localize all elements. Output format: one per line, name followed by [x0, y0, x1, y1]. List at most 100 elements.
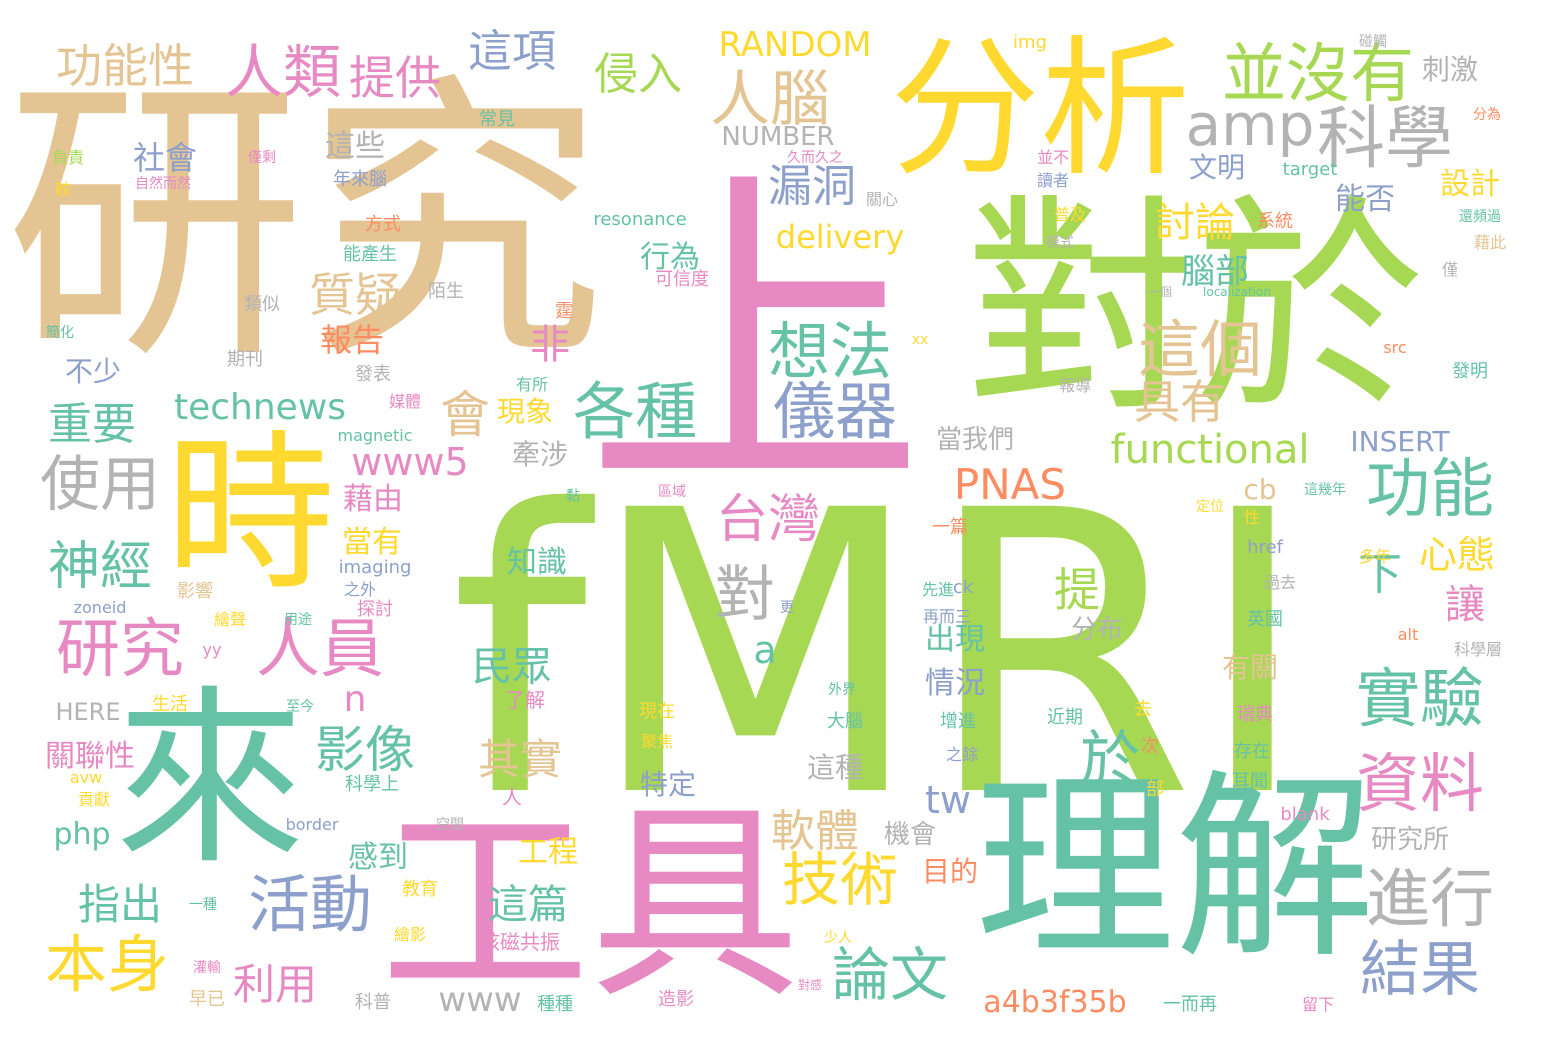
word-fabiao: 發表	[355, 364, 391, 385]
word-zaoyi: 早已	[189, 989, 225, 1010]
word-qingkuang: 情況	[925, 666, 985, 701]
word-shenjing: 神經	[47, 537, 153, 597]
word-yousuo: 有所	[515, 375, 549, 394]
word-kexueshang: 科學上	[345, 774, 399, 795]
word-zhijin: 至今	[286, 699, 314, 715]
word-fuze: 負責	[51, 148, 85, 167]
word-kexindu: 可信度	[655, 269, 709, 290]
word-xianzai: 現在	[639, 701, 675, 722]
word-cunzai: 存在	[1234, 741, 1270, 762]
word-blank: blank	[1280, 804, 1330, 825]
word-juyou: 具有	[1134, 375, 1226, 429]
word-fenbu: 分布	[1070, 615, 1124, 645]
word-mosheng: 陌生	[428, 281, 464, 302]
word-xingwei: 行為	[640, 240, 700, 275]
word-functional: functional	[1110, 427, 1310, 473]
word-duonian: 多年	[1358, 547, 1392, 566]
word-guanshu: 灌輸	[193, 960, 221, 976]
word-qu: 去	[1134, 699, 1152, 720]
word-xia: 下	[1358, 549, 1402, 600]
word-localization: localization	[1203, 285, 1271, 299]
word-changjian: 常見	[479, 109, 515, 130]
word-n: n	[343, 679, 367, 720]
word-zhiyi: 質疑	[309, 268, 401, 322]
word-baogao: 報告	[319, 321, 385, 359]
word-baodao: 報導	[1058, 376, 1092, 395]
word-ruidian: 瑞典	[1237, 704, 1273, 725]
word-nengchansheng: 能產生	[343, 244, 397, 265]
word-huisheng: 繪聲	[213, 610, 247, 629]
word-benshen: 本身	[44, 928, 170, 1001]
word-amp: amp	[1185, 91, 1315, 159]
word-kexue: 科學	[1316, 100, 1454, 179]
word-zhiwai: 之外	[343, 580, 377, 599]
word-geng: 更	[780, 600, 794, 616]
word-jujiao: 聚焦	[640, 732, 674, 751]
word-www: www	[438, 980, 522, 1020]
word-hecigongzhen: 核磁共振	[480, 930, 560, 954]
word-hui: 會	[440, 386, 490, 444]
word-yanjiu-pink: 研究	[56, 613, 184, 687]
word-zaiersan: 再而三	[922, 607, 972, 626]
word-zhejinian: 這幾年	[1304, 482, 1346, 498]
word-fenxi: 分析	[889, 23, 1191, 197]
word-gongcheng: 工程	[518, 835, 578, 870]
word-shang: 上	[585, 142, 925, 538]
word-zhege: 這個	[1137, 313, 1263, 386]
word-yingxiang2: 影響	[177, 581, 213, 602]
word-jieci: 藉此	[1473, 233, 1507, 252]
word-chuxian: 出現	[925, 622, 985, 657]
word-ci: 次	[1141, 736, 1159, 757]
word-dui: 對	[715, 560, 775, 630]
word-target: target	[1282, 159, 1338, 180]
word-fangshi: 方式	[365, 214, 401, 235]
word-ck: ck	[952, 577, 974, 598]
word-zhichu: 指出	[77, 880, 163, 929]
word-shenghuo: 生活	[152, 694, 188, 715]
word-nian: 黏	[564, 488, 580, 502]
word-ciji: 刺激	[1421, 53, 1479, 86]
word-yierzai: 一而再	[1163, 994, 1217, 1015]
word-yy: yy	[202, 640, 222, 659]
word-kongjian: 空間	[436, 817, 464, 833]
word-teding: 特定	[639, 768, 697, 801]
word-qishi: 其實	[477, 735, 563, 784]
word-shiyong: 使用	[40, 450, 160, 520]
word-liaojie: 了解	[505, 688, 545, 712]
word-minzhong: 民眾	[472, 644, 552, 690]
word-renyuan: 人員	[256, 613, 384, 687]
word-guanlianxing: 關聯性	[45, 739, 135, 774]
word-leisi: 類似	[244, 294, 280, 315]
word-yizhong: 一種	[189, 897, 217, 913]
word-zhongzhong: 種種	[537, 994, 573, 1015]
word-alt: alt	[1397, 625, 1419, 644]
word-jiao: 較	[54, 180, 72, 199]
word-moshi: 模式	[1046, 235, 1074, 251]
word-zhiyu: 之餘	[945, 745, 979, 764]
word-shehui: 社會	[132, 139, 198, 177]
word-bingbu: 並不	[1036, 148, 1070, 167]
word-yipian: 一篇	[932, 517, 968, 538]
word-xianxiang: 現象	[496, 395, 554, 428]
word-taolun: 討論	[1155, 200, 1235, 246]
word-jinxing: 進行	[1366, 863, 1494, 937]
word-random: RANDOM	[718, 25, 872, 65]
word-gongxian: 貢獻	[77, 790, 111, 809]
word-img: img	[1013, 32, 1047, 53]
word-nianlainao: 年來腦	[333, 169, 387, 190]
word-kexueceng: 科學層	[1453, 640, 1503, 659]
word-ziliao: 資料	[1356, 748, 1484, 822]
word-yu: 於	[1080, 725, 1140, 795]
word-liuxia: 留下	[1301, 995, 1335, 1014]
word-xianjin: 先進	[921, 580, 955, 599]
word-duigan: 對感	[797, 978, 823, 992]
word-yingxiang: 影像	[315, 721, 415, 779]
word-magnetic: magnetic	[337, 426, 413, 445]
word-here: HERE	[55, 698, 121, 726]
word-jishu: 技術	[781, 846, 899, 914]
word-tichu: 提出	[1054, 563, 1146, 617]
word-yiqi: 儀器	[772, 375, 898, 448]
word-dangyou: 當有	[342, 525, 402, 560]
word-erwen: 耳聞	[1232, 771, 1268, 792]
word-cb: cb	[1243, 473, 1277, 506]
